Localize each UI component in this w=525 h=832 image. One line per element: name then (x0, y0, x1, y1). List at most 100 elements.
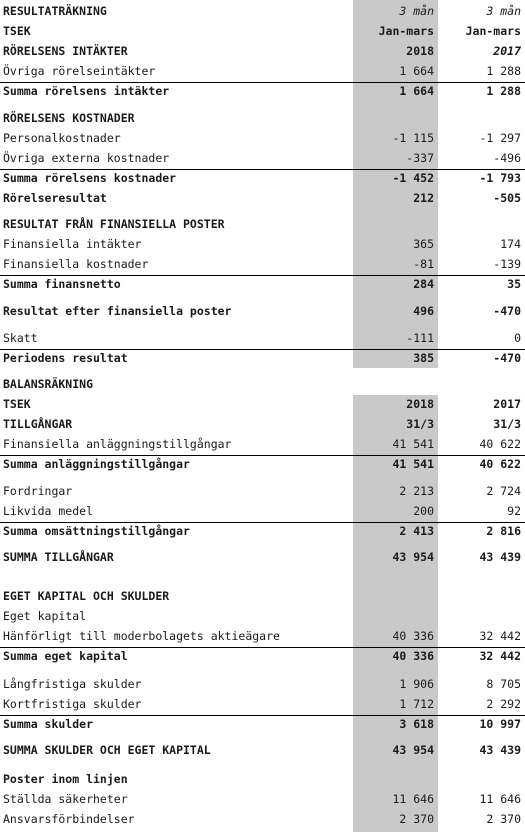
value-current-period: 43 954 (392, 550, 434, 564)
table-row: SUMMA SKULDER OCH EGET KAPITAL 43 954 43 4… (0, 741, 525, 757)
row-label: Summa eget kapital (3, 649, 128, 663)
value-current-period: 2 213 (399, 484, 434, 498)
value-prior-period: 174 (500, 237, 521, 251)
value-current-period: 212 (413, 191, 434, 205)
row-label: BALANSRÄKNING (3, 377, 94, 391)
row-label: Långfristiga skulder (3, 677, 142, 691)
value-prior-period: 10 997 (479, 717, 521, 731)
table-row: SUMMA TILLGÅNGAR 43 954 43 439 (0, 548, 525, 564)
value-current-period: 2018 (406, 397, 434, 411)
value-prior-period: 2017 (493, 44, 521, 58)
value-current-period: 1 664 (399, 64, 434, 78)
row-label: Finansiella kostnader (3, 257, 149, 271)
row-label: Skatt (3, 331, 38, 345)
value-prior-period: -496 (493, 151, 521, 165)
row-label: Summa skulder (3, 717, 94, 731)
row-label: Personalkostnader (3, 131, 121, 145)
row-label: RÖRELSENS INTÄKTER (3, 44, 128, 58)
value-current-period: 200 (413, 504, 434, 518)
row-label: Periodens resultat (3, 351, 128, 365)
table-row: RESULTATRÄKNING 3 mån 3 mån (0, 2, 525, 18)
value-current-period: 40 336 (392, 649, 434, 663)
value-current-period: 2 370 (399, 812, 434, 826)
row-label: Summa finansnetto (3, 277, 121, 291)
value-current-period: 284 (413, 277, 434, 291)
table-row: Ansvarsförbindelser 2 370 2 370 (0, 810, 525, 826)
table-row: Summa rörelsens kostnader -1 452 -1 793 (0, 169, 525, 185)
row-label: Kortfristiga skulder (3, 697, 142, 711)
row-label: Eget kapital (3, 609, 87, 623)
value-current-period: 385 (413, 351, 434, 365)
row-label: Poster inom linjen (3, 772, 128, 786)
row-label: Summa rörelsens kostnader (3, 171, 177, 185)
row-label: Rörelseresultat (3, 191, 107, 205)
row-label: RESULTAT FRÅN FINANSIELLA POSTER (3, 217, 225, 231)
value-prior-period: 43 439 (479, 743, 521, 757)
table-row: TSEK Jan-mars Jan-mars (0, 22, 525, 38)
value-prior-period: 0 (514, 331, 521, 345)
value-current-period: 41 541 (392, 457, 434, 471)
value-prior-period: 40 622 (479, 437, 521, 451)
table-row: Summa anläggningstillgångar 41 541 40 622 (0, 455, 525, 471)
row-label: Summa anläggningstillgångar (3, 457, 190, 471)
table-row: RESULTAT FRÅN FINANSIELLA POSTER (0, 215, 525, 231)
table-row: Periodens resultat 385 -470 (0, 349, 525, 365)
row-label: Hänförligt till moderbolagets aktieägare (3, 629, 280, 643)
subtotal-rule (0, 349, 525, 350)
value-prior-period: -505 (493, 191, 521, 205)
row-label: SUMMA TILLGÅNGAR (3, 550, 114, 564)
value-current-period: -111 (406, 331, 434, 345)
value-current-period: -337 (406, 151, 434, 165)
table-row: Övriga rörelseintäkter 1 664 1 288 (0, 62, 525, 78)
row-label: Summa omsättningstillgångar (3, 524, 190, 538)
current-period-column-shade (353, 395, 438, 832)
value-current-period: 3 618 (399, 717, 434, 731)
table-row: Övriga externa kostnader -337 -496 (0, 149, 525, 165)
value-current-period: 41 541 (392, 437, 434, 451)
row-label: TSEK (3, 24, 31, 38)
value-current-period: 2018 (406, 44, 434, 58)
table-row: BALANSRÄKNING (0, 375, 525, 391)
table-row: Likvida medel 200 92 (0, 502, 525, 518)
subtotal-rule (0, 169, 525, 170)
value-current-period: 3 mån (399, 4, 434, 18)
row-label: Ansvarsförbindelser (3, 812, 135, 826)
value-current-period: 1 906 (399, 677, 434, 691)
value-current-period: -1 452 (392, 171, 434, 185)
subtotal-rule (0, 715, 525, 716)
value-current-period: 11 646 (392, 792, 434, 806)
value-prior-period: 40 622 (479, 457, 521, 471)
row-label: RÖRELSENS KOSTNADER (3, 111, 135, 125)
value-current-period: 1 664 (399, 84, 434, 98)
table-row: RÖRELSENS KOSTNADER (0, 109, 525, 125)
row-label: EGET KAPITAL OCH SKULDER (3, 589, 170, 603)
table-row: Fordringar 2 213 2 724 (0, 482, 525, 498)
value-current-period: 31/3 (406, 417, 434, 431)
row-label: SUMMA SKULDER OCH EGET KAPITAL (3, 743, 211, 757)
table-row: Summa eget kapital 40 336 32 442 (0, 647, 525, 663)
value-prior-period: 8 705 (486, 677, 521, 691)
table-row: Summa skulder 3 618 10 997 (0, 715, 525, 731)
value-current-period: 2 413 (399, 524, 434, 538)
table-row: Poster inom linjen (0, 770, 525, 786)
value-prior-period: 2 370 (486, 812, 521, 826)
table-row: Rörelseresultat 212 -505 (0, 189, 525, 205)
table-row: RÖRELSENS INTÄKTER 2018 2017 (0, 42, 525, 58)
table-row: Summa omsättningstillgångar 2 413 2 816 (0, 522, 525, 538)
row-label: Resultat efter finansiella poster (3, 304, 232, 318)
value-prior-period: 92 (507, 504, 521, 518)
value-prior-period: 2017 (493, 397, 521, 411)
value-prior-period: 11 646 (479, 792, 521, 806)
table-row: Finansiella anläggningstillgångar 41 541 4… (0, 435, 525, 451)
row-label: Övriga externa kostnader (3, 151, 170, 165)
value-prior-period: Jan-mars (465, 24, 521, 38)
value-prior-period: 3 mån (486, 4, 521, 18)
value-current-period: 496 (413, 304, 434, 318)
value-current-period: -81 (413, 257, 434, 271)
subtotal-rule (0, 647, 525, 648)
value-current-period: 1 712 (399, 697, 434, 711)
value-prior-period: 2 292 (486, 697, 521, 711)
table-row: Finansiella intäkter 365 174 (0, 235, 525, 251)
value-current-period: 365 (413, 237, 434, 251)
table-row: Finansiella kostnader -81 -139 (0, 255, 525, 271)
